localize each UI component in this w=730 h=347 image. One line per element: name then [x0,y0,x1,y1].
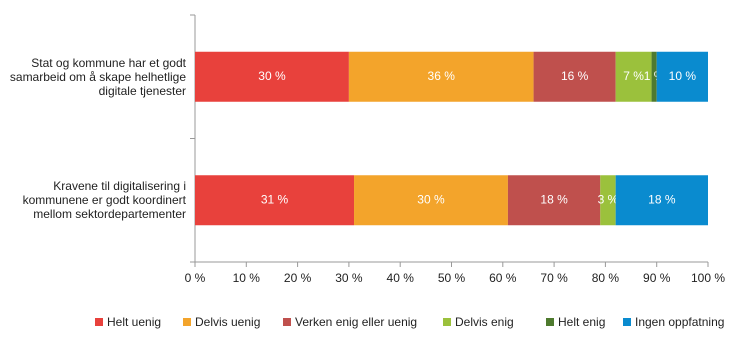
category-label: Kravene til digitalisering i kommunene e… [22,179,186,222]
bar-segment [656,51,708,102]
legend-swatch [443,318,451,326]
value-label: 36 % [428,69,456,83]
x-tick-label: 70 % [540,271,568,285]
x-tick-label: 100 % [691,271,725,285]
value-label: 30 % [258,69,286,83]
bar-segment [348,51,534,102]
value-label: 3 % [598,192,619,206]
legend-label: Helt uenig [107,315,161,329]
bar-segment [615,175,708,226]
legend-swatch [95,318,103,326]
bar-segment [507,175,601,226]
x-tick-label: 20 % [284,271,312,285]
x-tick-label: 90 % [643,271,671,285]
legend-label: Ingen oppfatning [635,315,724,329]
bar-segment [195,51,349,102]
bar-segment [600,175,616,226]
bar-segment [354,175,508,226]
category-label: Stat og kommune har et godt samarbeid om… [9,55,186,98]
legend-swatch [546,318,554,326]
bar-segment [195,175,355,226]
x-tick-label: 30 % [335,271,363,285]
legend-label: Delvis enig [455,315,514,329]
bar-segment [651,51,657,102]
x-tick-label: 60 % [489,271,517,285]
value-label: 30 % [417,192,445,206]
legend-label: Delvis uenig [195,315,260,329]
x-tick-label: 0 % [185,271,206,285]
value-label: 7 % [623,69,644,83]
legend-swatch [623,318,631,326]
legend-swatch [183,318,191,326]
value-label: 18 % [648,192,676,206]
value-label: 18 % [540,192,568,206]
x-tick-label: 40 % [387,271,415,285]
legend-swatch [283,318,291,326]
value-label: 31 % [261,192,289,206]
bar-segment [615,51,652,102]
bar-segment [533,51,616,102]
x-tick-label: 50 % [438,271,466,285]
value-label: 16 % [561,69,589,83]
legend-label: Verken enig eller uenig [295,315,417,329]
legend-label: Helt enig [558,315,605,329]
x-tick-label: 10 % [233,271,261,285]
x-tick-label: 80 % [592,271,620,285]
value-label: 10 % [669,69,697,83]
